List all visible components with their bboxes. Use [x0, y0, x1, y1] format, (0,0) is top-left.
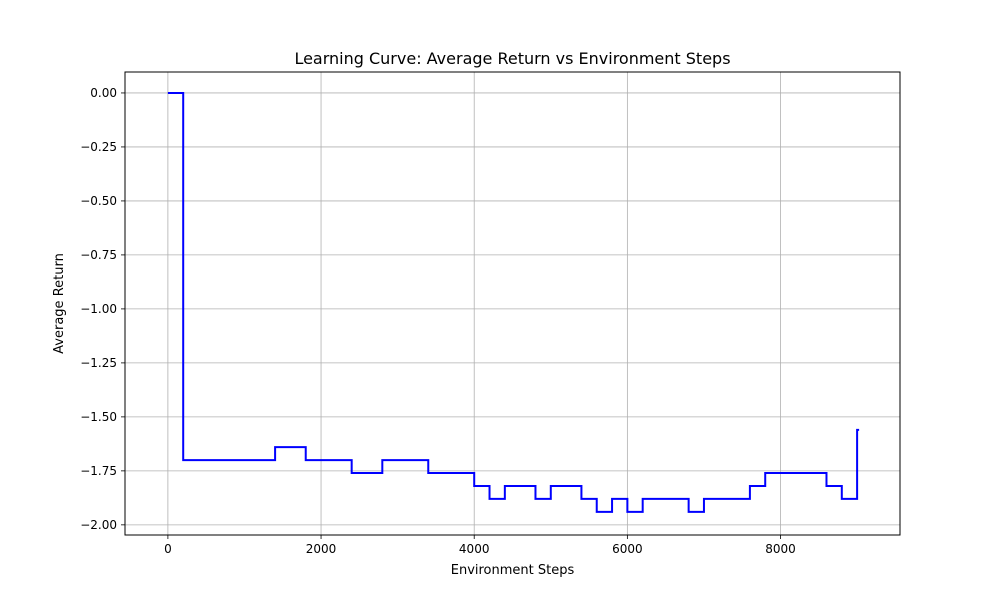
- y-tick-label: −1.75: [80, 464, 117, 478]
- x-tick-label: 6000: [612, 542, 643, 556]
- plot-area: [124, 71, 901, 536]
- y-tick-label: −1.50: [80, 410, 117, 424]
- y-tick-label: −0.50: [80, 194, 117, 208]
- x-tick-label: 8000: [765, 542, 796, 556]
- y-tick-label: −2.00: [80, 518, 117, 532]
- y-tick-label: −0.25: [80, 140, 117, 154]
- x-axis-label: Environment Steps: [451, 563, 575, 578]
- y-tick-label: 0.00: [90, 86, 117, 100]
- y-tick-label: −1.25: [80, 356, 117, 370]
- y-axis-label: Average Return: [52, 253, 67, 354]
- x-tick-label: 0: [164, 542, 172, 556]
- y-tick-label: −0.75: [80, 248, 117, 262]
- series-layer: [167, 91, 860, 513]
- x-tick-label: 4000: [459, 542, 490, 556]
- series-line: [167, 91, 860, 513]
- grid: [125, 72, 900, 535]
- axis-ticks: 0 2000 4000 6000 8000 0.00 −0.25 −0.50 −0.75 −1.0…: [80, 86, 796, 556]
- y-tick-label: −1.00: [80, 302, 117, 316]
- chart-title: Learning Curve: Average Return vs Enviro…: [294, 49, 730, 68]
- x-tick-label: 2000: [306, 542, 337, 556]
